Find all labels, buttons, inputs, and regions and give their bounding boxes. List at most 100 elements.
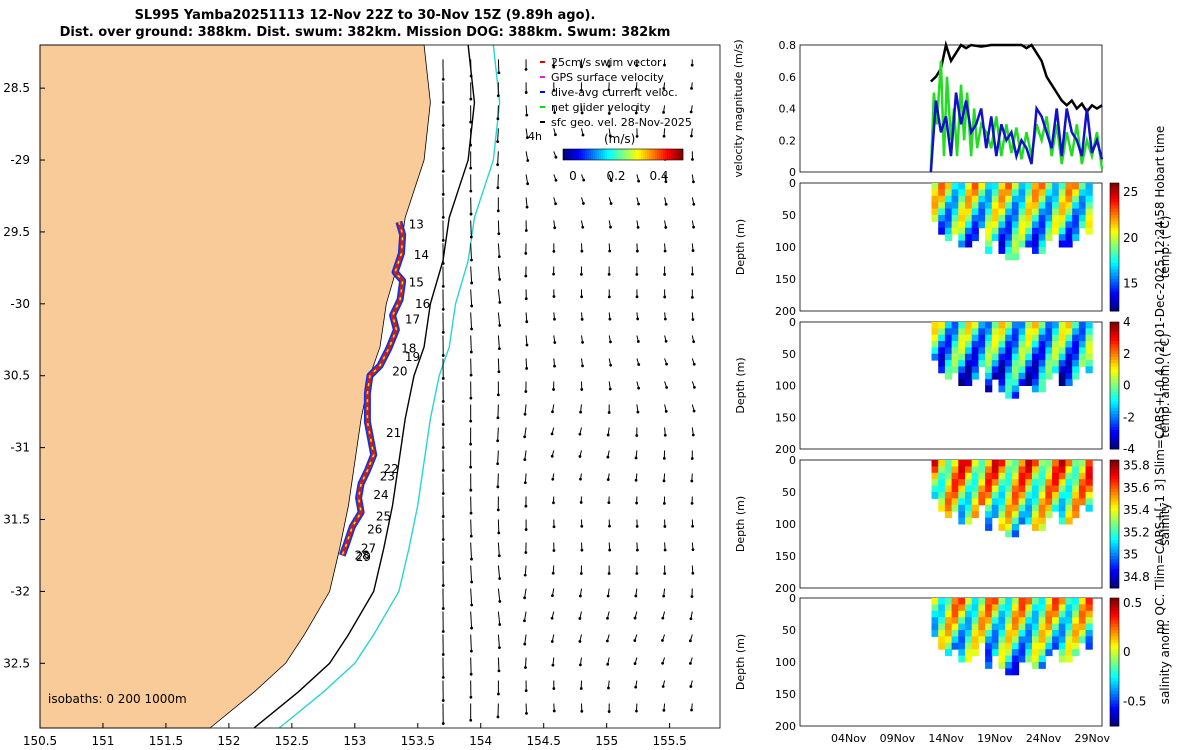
velocity-arrow-head (634, 456, 638, 460)
profile-cell (944, 617, 953, 625)
colorbar-cell (657, 149, 660, 160)
colorbar-cell (1110, 337, 1119, 342)
profile-cell (951, 366, 959, 374)
profile-cell (944, 189, 953, 197)
colorbar-cell (567, 149, 570, 160)
colorbar-cell (1110, 291, 1119, 296)
colorbar-cell (1110, 350, 1119, 355)
profile-cell (991, 328, 999, 336)
velocity-arrow-head (523, 619, 526, 623)
depth-ytick-label: 100 (775, 518, 796, 531)
colorbar-cell (1110, 546, 1119, 551)
velocity-arrow (497, 335, 500, 349)
profile-cell (1078, 623, 1087, 631)
profile-cell (1045, 334, 1053, 342)
profile-cell (1085, 334, 1093, 342)
velocity-arrow (497, 358, 500, 372)
velocity-arrow (470, 312, 473, 330)
velocity-arrow-head (524, 252, 528, 255)
velocity-arrow-head (607, 710, 611, 713)
velocity-arrow-head (664, 202, 668, 206)
profile-cell (1065, 485, 1073, 493)
colorbar-cell (1110, 671, 1119, 676)
velocity-arrow-head (551, 410, 554, 414)
colorbar-cell (589, 149, 592, 160)
colorbar-cell (1110, 722, 1119, 727)
colorbar-cell (681, 149, 684, 160)
profile-cell (1011, 334, 1020, 342)
velocity-arrow (497, 588, 501, 602)
profile-cell (1025, 328, 1033, 336)
profile-cell (998, 240, 1006, 248)
colorbar-cell (1110, 697, 1119, 701)
colorbar-cell (1110, 524, 1119, 528)
profile-cell (944, 221, 953, 229)
profile-cell (1065, 642, 1073, 650)
profile-cell (1058, 511, 1066, 519)
profile-cell (971, 598, 979, 605)
profile-cell (1038, 183, 1046, 190)
depth-ytick-label: 200 (775, 582, 796, 595)
profile-cell (931, 183, 939, 190)
profile-cell (998, 636, 1006, 644)
profile-cell (1045, 604, 1053, 612)
colorbar-cell (653, 149, 656, 160)
profile-cell (991, 504, 999, 512)
profile-cell (998, 598, 1006, 605)
colorbar-cell (1110, 646, 1119, 650)
profile-cell (985, 360, 993, 367)
colorbar-cell (1110, 527, 1119, 531)
profile-cell (958, 604, 966, 612)
velocity-arrow (525, 358, 528, 369)
profile-cell (938, 202, 946, 210)
map-ytick-label: 29.5 (3, 225, 30, 239)
profile-cell (951, 460, 959, 467)
colorbar-cell (623, 149, 626, 160)
velocity-arrow-head (469, 235, 473, 239)
profile-cell (991, 221, 999, 229)
velocity-arrow-head (579, 594, 582, 598)
profile-cell (1045, 221, 1053, 229)
colorbar-cell (1110, 514, 1119, 519)
profile-cell (985, 379, 993, 386)
track-day-label: 26 (367, 523, 382, 537)
velocity-arrow-head (634, 685, 638, 689)
velocity-arrow-head (554, 155, 558, 159)
profile-cell (991, 189, 999, 197)
colorbar-cell (1110, 501, 1119, 506)
profile-cell (965, 642, 973, 650)
profile-cell (951, 617, 959, 625)
profile-cell (1072, 347, 1080, 355)
profile-cell (1045, 202, 1053, 210)
depth-ytick-label: 0 (789, 316, 796, 329)
profile-cell (1005, 530, 1013, 538)
velocity-arrow-head (496, 186, 500, 190)
colorbar-cell (1110, 360, 1119, 364)
velocity-arrow-head (690, 134, 693, 138)
colorbar-cell (1110, 460, 1119, 464)
profile-cell (965, 604, 973, 612)
velocity-arrow-head (470, 304, 474, 308)
colorbar-cell (1110, 536, 1119, 541)
profile-cell (951, 472, 959, 480)
colorbar-cell (1110, 322, 1119, 326)
velocity-arrow-head (606, 662, 610, 666)
velocity-arrow-head (553, 341, 557, 344)
colorbar-cell (1110, 694, 1119, 698)
velocity-arrow-head (578, 617, 582, 620)
velocity-arrow-head (497, 71, 501, 75)
side-note-timestamp: 01-Dec-2025 12:24:58 Hobart time (1153, 125, 1167, 337)
profile-cell (1085, 322, 1093, 329)
profile-cell (931, 466, 939, 474)
colorbar-cell (1110, 476, 1119, 480)
profile-cell (1052, 598, 1060, 605)
velocity-arrow-head (470, 258, 473, 262)
colorbar-cell (1110, 423, 1119, 428)
profile-cell (1038, 617, 1046, 625)
velocity-arrow-head (581, 133, 585, 137)
isobath-1000m (278, 44, 501, 729)
colorbar-cell (1110, 633, 1119, 637)
velocity-arrow (525, 174, 529, 184)
profile-cell (944, 485, 953, 493)
velocity-arrow-head (469, 419, 473, 423)
